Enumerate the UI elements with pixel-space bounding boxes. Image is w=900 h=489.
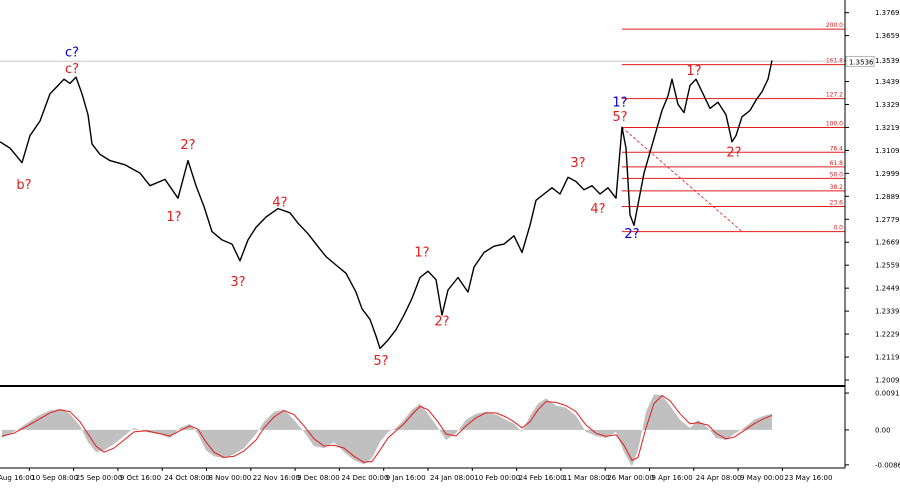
time-tick-label: 23 May 16:00	[784, 474, 832, 482]
fib-level-label: 61.8	[830, 160, 844, 167]
time-tick-label: 9 May 00:00	[740, 474, 784, 482]
time-tick-label: 22 Nov 16:00	[253, 474, 300, 482]
wave-label: 3?	[570, 156, 585, 171]
wave-label: b?	[16, 178, 31, 193]
price-tick-label: 1.2009	[875, 376, 900, 384]
oscillator-signal-line	[1, 394, 773, 463]
price-axis: 1.3769 1.3659 1.3539 1.3439 1.3329 1.3219 1.31…	[844, 0, 900, 468]
time-tick-label: 9 Oct 16:00	[120, 474, 161, 482]
price-tick-label: 1.2999	[875, 170, 900, 178]
current-price-label: 1.3536	[849, 58, 874, 66]
price-series	[0, 60, 845, 350]
wave-label: 5?	[612, 110, 627, 125]
time-tick-label: 11 Mar 08:00	[563, 474, 610, 482]
wave-label: 1?	[166, 210, 181, 225]
time-tick-label: 9 Jan 16:00	[386, 474, 426, 482]
time-tick-label: 24 Dec 00:00	[341, 474, 388, 482]
price-tick-label: 1.2889	[875, 193, 900, 201]
wave-label: 1?	[612, 95, 627, 110]
price-line	[0, 60, 773, 350]
price-tick-label: 1.2229	[875, 331, 900, 339]
wave-label: 2?	[434, 315, 449, 330]
wave-label: 1?	[686, 64, 701, 79]
fib-level-label: 50.0	[830, 171, 844, 178]
current-price-box	[845, 55, 875, 67]
price-tick-label: 1.2559	[875, 262, 900, 270]
wave-label: 2?	[180, 138, 195, 153]
fib-level-label: 23.6	[830, 200, 844, 207]
wave-label: 1?	[414, 246, 429, 261]
wave-label: 2?	[624, 227, 639, 242]
oscillator-histogram	[2, 394, 772, 467]
price-tick-label: 1.3329	[875, 101, 900, 109]
price-tick-label: 1.3219	[875, 124, 900, 132]
time-tick-label: 24 Apr 08:00	[696, 474, 742, 482]
time-tick-label: 24 Oct 08:00	[164, 474, 210, 482]
time-tick-label: 24 Jan 08:00	[430, 474, 474, 482]
time-tick-label: 26 Mar 00:00	[607, 474, 654, 482]
osc-tick-label: -0.00862	[875, 461, 900, 469]
wave-label: 3?	[230, 275, 245, 290]
fibonacci-levels: 200.0161.8127.2100.076.461.850.038.223.6…	[621, 22, 845, 233]
wave-label: 5?	[373, 354, 388, 369]
time-tick-label: 26 Aug 16:00	[0, 474, 34, 482]
wave-label: c?	[65, 45, 79, 60]
wave-labels: c?c?b?2?1?4?3?5?1?2?3?4?1?5?2?1?2?	[16, 45, 741, 369]
price-tick-label: 1.3539	[875, 57, 900, 65]
osc-tick-label: 0.0091	[875, 390, 900, 398]
fib-level-label: 100.0	[826, 120, 843, 127]
time-tick-label: 10 Sep 08:00	[31, 474, 78, 482]
price-tick-label: 1.3659	[875, 32, 900, 40]
time-tick-label: 24 Feb 16:00	[519, 474, 565, 482]
fib-level-label: 127.2	[826, 92, 843, 99]
fib-diagonal-line	[621, 127, 743, 232]
wave-label: c?	[65, 62, 79, 77]
price-tick-label: 1.3769	[875, 9, 900, 17]
price-tick-label: 1.2449	[875, 285, 900, 293]
fib-level-label: 200.0	[826, 22, 843, 29]
time-tick-label: 25 Sep 00:00	[76, 474, 123, 482]
fib-level-label: 76.4	[830, 145, 844, 152]
time-tick-label: 10 Feb 00:00	[474, 474, 520, 482]
wave-label: 2?	[726, 145, 741, 160]
price-tick-label: 1.2779	[875, 216, 900, 224]
time-tick-label: 9 Apr 16:00	[652, 474, 693, 482]
time-tick-label: 8 Nov 00:00	[209, 474, 252, 482]
price-tick-label: 1.3439	[875, 78, 900, 86]
fib-level-label: 38.2	[830, 184, 844, 191]
price-tick-label: 1.2339	[875, 308, 900, 316]
price-tick-label: 1.2119	[875, 354, 900, 362]
price-tick-label: 1.3109	[875, 147, 900, 155]
time-tick-label: 9 Dec 08:00	[297, 474, 340, 482]
wave-label: 4?	[272, 196, 287, 211]
wave-label: 4?	[590, 202, 605, 217]
price-tick-label: 1.2669	[875, 239, 900, 247]
oscillator-panel: 0.0091 0.00 -0.00862	[0, 385, 900, 469]
osc-tick-label: 0.00	[875, 426, 891, 434]
fib-level-label: 0.0	[833, 225, 843, 232]
